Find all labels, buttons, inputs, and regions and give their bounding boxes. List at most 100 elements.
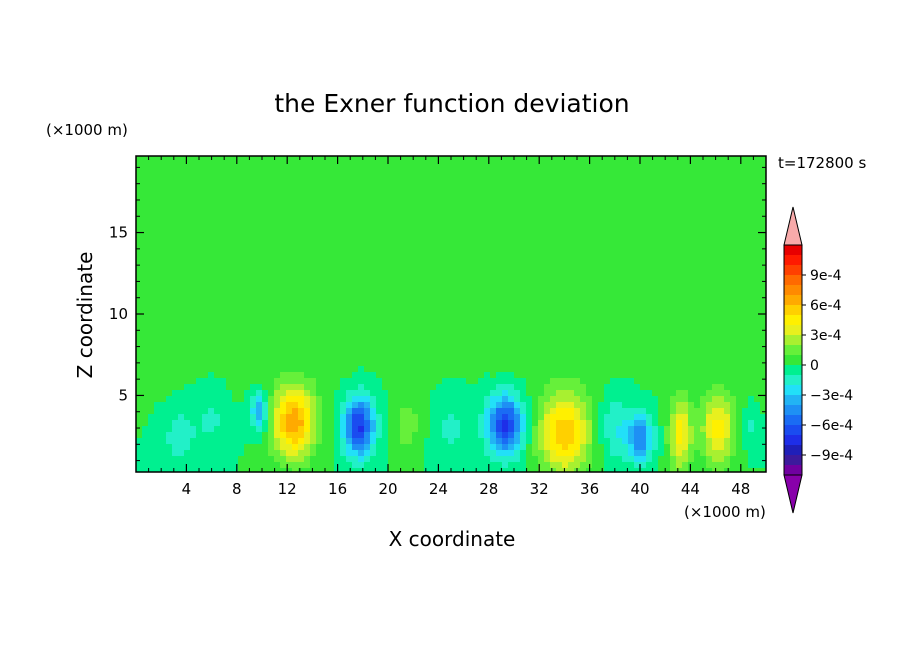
field-cell: [484, 396, 490, 402]
field-cell: [472, 210, 478, 216]
field-cell: [538, 174, 544, 180]
field-cell: [334, 282, 340, 288]
field-cell: [646, 366, 652, 372]
field-cell: [628, 330, 634, 336]
field-cell: [214, 390, 220, 396]
field-cell: [724, 348, 730, 354]
field-cell: [352, 276, 358, 282]
field-cell: [238, 288, 244, 294]
field-cell: [250, 234, 256, 240]
field-cell: [712, 216, 718, 222]
field-cell: [328, 288, 334, 294]
field-cell: [142, 264, 148, 270]
field-cell: [514, 318, 520, 324]
field-cell: [274, 288, 280, 294]
field-cell: [652, 168, 658, 174]
field-cell: [544, 390, 550, 396]
field-cell: [136, 288, 142, 294]
field-cell: [658, 300, 664, 306]
field-cell: [340, 234, 346, 240]
field-cell: [352, 312, 358, 318]
field-cell: [316, 174, 322, 180]
field-cell: [754, 402, 760, 408]
field-cell: [748, 366, 754, 372]
field-cell: [142, 192, 148, 198]
field-cell: [718, 432, 724, 438]
field-cell: [550, 426, 556, 432]
field-cell: [532, 318, 538, 324]
field-cell: [280, 402, 286, 408]
field-cell: [616, 354, 622, 360]
field-cell: [460, 240, 466, 246]
field-cell: [754, 216, 760, 222]
field-cell: [274, 240, 280, 246]
field-cell: [280, 330, 286, 336]
field-cell: [508, 198, 514, 204]
field-cell: [190, 192, 196, 198]
field-cell: [286, 336, 292, 342]
field-cell: [406, 324, 412, 330]
field-cell: [682, 198, 688, 204]
field-cell: [178, 192, 184, 198]
field-cell: [562, 336, 568, 342]
field-cell: [292, 378, 298, 384]
field-cell: [490, 192, 496, 198]
field-cell: [202, 384, 208, 390]
field-cell: [604, 156, 610, 162]
field-cell: [196, 270, 202, 276]
field-cell: [478, 432, 484, 438]
field-cell: [562, 348, 568, 354]
field-cell: [424, 342, 430, 348]
field-cell: [196, 390, 202, 396]
field-cell: [310, 186, 316, 192]
field-cell: [352, 342, 358, 348]
field-cell: [442, 156, 448, 162]
field-cell: [442, 426, 448, 432]
field-cell: [622, 414, 628, 420]
field-cell: [658, 402, 664, 408]
field-cell: [466, 342, 472, 348]
field-cell: [394, 420, 400, 426]
field-cell: [226, 204, 232, 210]
field-cell: [262, 198, 268, 204]
field-cell: [742, 342, 748, 348]
field-cell: [424, 198, 430, 204]
field-cell: [730, 372, 736, 378]
field-cell: [724, 282, 730, 288]
field-cell: [682, 354, 688, 360]
field-cell: [634, 192, 640, 198]
field-cell: [232, 264, 238, 270]
field-cell: [466, 234, 472, 240]
field-cell: [514, 360, 520, 366]
field-cell: [652, 318, 658, 324]
field-cell: [604, 390, 610, 396]
field-cell: [484, 282, 490, 288]
field-cell: [754, 420, 760, 426]
field-cell: [496, 330, 502, 336]
field-cell: [466, 336, 472, 342]
field-cell: [286, 396, 292, 402]
field-cell: [562, 174, 568, 180]
field-cell: [364, 342, 370, 348]
field-cell: [286, 246, 292, 252]
field-cell: [718, 414, 724, 420]
field-cell: [448, 432, 454, 438]
field-cell: [166, 246, 172, 252]
field-cell: [676, 192, 682, 198]
field-cell: [760, 354, 766, 360]
field-cell: [574, 318, 580, 324]
field-cell: [610, 420, 616, 426]
field-cell: [220, 162, 226, 168]
field-cell: [496, 264, 502, 270]
field-cell: [520, 378, 526, 384]
field-cell: [646, 336, 652, 342]
field-cell: [634, 366, 640, 372]
field-cell: [598, 162, 604, 168]
field-cell: [238, 396, 244, 402]
field-cell: [256, 324, 262, 330]
field-cell: [394, 228, 400, 234]
field-cell: [538, 318, 544, 324]
field-cell: [682, 318, 688, 324]
field-cell: [244, 426, 250, 432]
field-cell: [424, 390, 430, 396]
